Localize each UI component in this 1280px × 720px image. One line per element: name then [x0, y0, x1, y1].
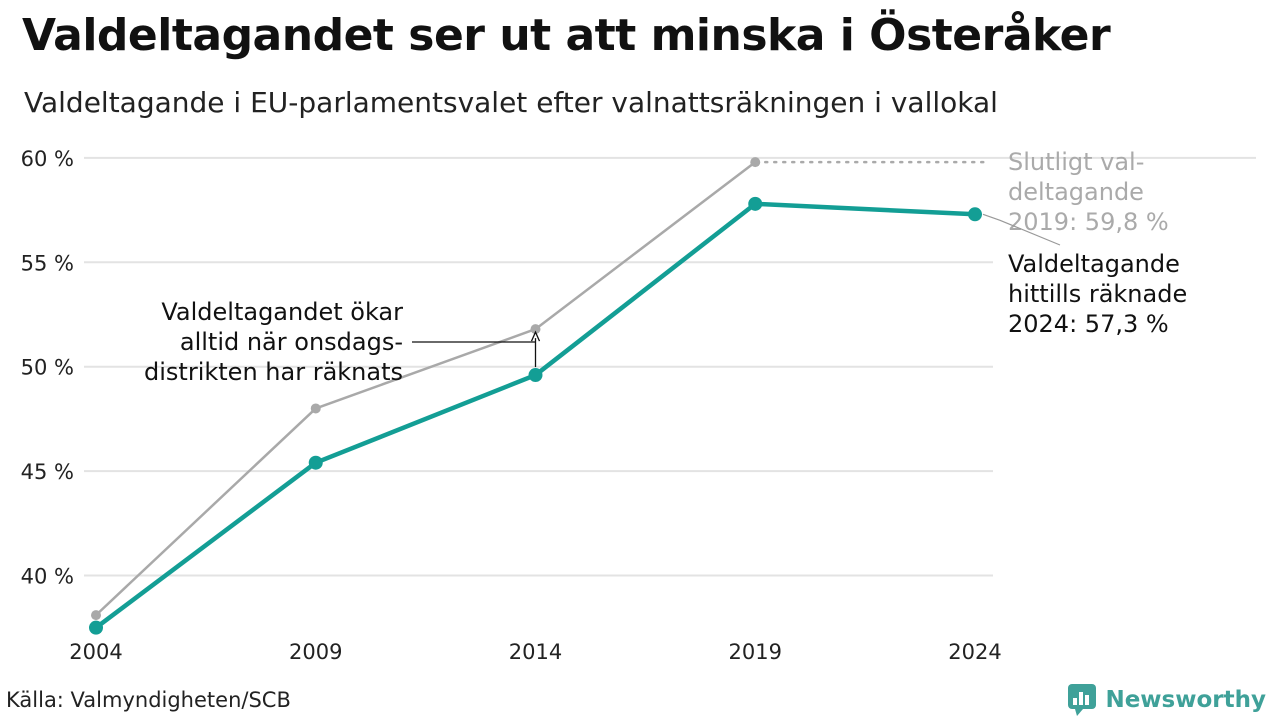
- point-election_night: [968, 207, 982, 222]
- chart-subtitle: Valdeltagande i EU-parlamentsvalet efter…: [24, 86, 998, 119]
- x-tick-label: 2014: [509, 640, 562, 664]
- brand-logo: Newsworthy: [1067, 682, 1266, 718]
- x-axis-ticks: 2004 2009 2014 2019 2024: [69, 640, 1001, 664]
- x-tick-label: 2004: [69, 640, 122, 664]
- annotation-counted-2024: Valdeltagande: [1008, 250, 1180, 278]
- y-tick-label: 60 %: [21, 147, 74, 171]
- x-tick-label: 2009: [289, 640, 342, 664]
- brand-name: Newsworthy: [1105, 687, 1266, 713]
- x-tick-label: 2024: [948, 640, 1001, 664]
- y-tick-label: 45 %: [21, 460, 74, 484]
- y-tick-label: 50 %: [21, 356, 74, 380]
- point-election_night: [748, 196, 763, 211]
- point-election_night: [308, 455, 323, 470]
- series-line-final: [95, 161, 757, 617]
- x-tick-label: 2019: [729, 640, 782, 664]
- annotation-counted-2024: hittills räknade: [1008, 280, 1187, 308]
- source-note: Källa: Valmyndigheten/SCB: [6, 688, 291, 712]
- series-lines: [94, 161, 976, 630]
- point-election_night: [528, 368, 543, 383]
- annotation-final-2019: Slutligt val-: [1008, 148, 1144, 176]
- arrow-head: [530, 330, 541, 342]
- y-tick-label: 40 %: [21, 564, 74, 588]
- bar-chart-logo-icon: [1068, 684, 1097, 716]
- series-points: [89, 157, 982, 635]
- annotation-wednesday: distrikten har räknats: [144, 358, 403, 386]
- line-chart: 40 % 45 % 50 % 55 % 60 % 2004 2009 2014 2019 202…: [21, 147, 1256, 664]
- annotation-final-2019: deltagande: [1008, 178, 1144, 206]
- annotation-final-2019: 2019: 59,8 %: [1008, 208, 1169, 236]
- annotation-wednesday: alltid när onsdags-: [180, 328, 403, 356]
- annotation-counted-2024: 2024: 57,3 %: [1008, 310, 1169, 338]
- chart-title: Valdeltagandet ser ut att minska i Öster…: [22, 10, 1111, 61]
- leader-2024: [982, 213, 1061, 246]
- annotation-wednesday: Valdeltagandet ökar: [161, 298, 403, 326]
- point-final: [310, 403, 321, 414]
- point-final: [91, 610, 101, 621]
- gridlines: [84, 156, 1256, 577]
- y-tick-label: 55 %: [21, 251, 74, 275]
- y-axis-ticks: 40 % 45 % 50 % 55 % 60 %: [21, 147, 74, 589]
- point-final: [750, 157, 761, 168]
- series-line-election_night: [94, 201, 976, 630]
- point-election_night: [89, 620, 103, 635]
- point-final: [530, 324, 541, 335]
